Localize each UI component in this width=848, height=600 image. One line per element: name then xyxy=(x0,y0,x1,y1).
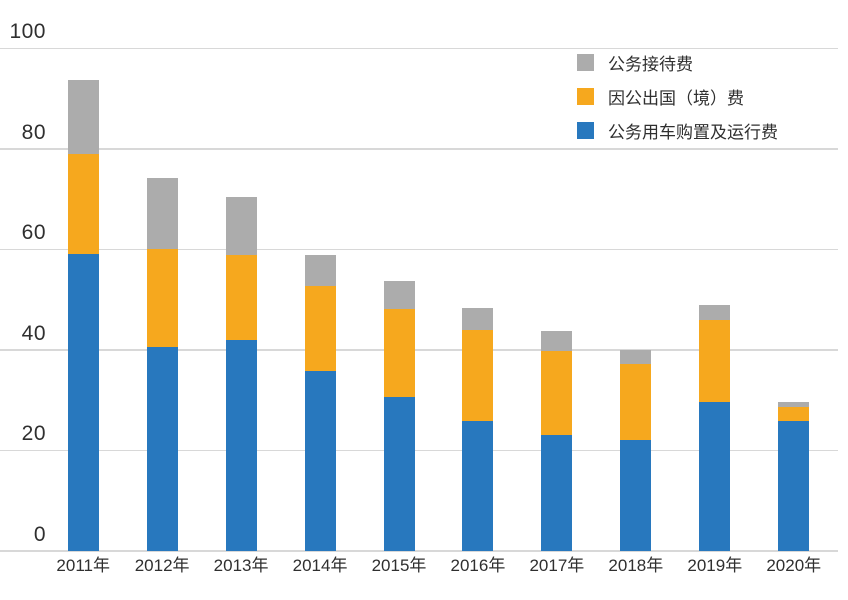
bar-segment-abroad xyxy=(225,255,257,340)
bar-segment-vehicle xyxy=(225,339,257,551)
bar-segment-abroad xyxy=(383,308,415,397)
legend-item: 公务接待费 xyxy=(577,45,778,79)
bar-segment-vehicle xyxy=(699,401,731,551)
gridline xyxy=(0,550,838,552)
bar-segment-vehicle xyxy=(462,421,494,551)
bar-segment-abroad xyxy=(462,329,494,422)
x-axis-tick-label: 2012年 xyxy=(134,556,190,575)
x-axis-tick-label: 2019年 xyxy=(687,556,743,575)
legend-item: 因公出国（境）费 xyxy=(577,79,778,113)
x-axis-tick-label: 2016年 xyxy=(450,556,506,575)
legend-label: 因公出国（境）费 xyxy=(608,88,744,108)
bar-segment-reception xyxy=(225,196,257,256)
bar-segment-vehicle xyxy=(67,253,99,551)
bar-segment-vehicle xyxy=(383,396,415,551)
bar-segment-vehicle xyxy=(620,439,652,551)
x-axis-tick-label: 2013年 xyxy=(213,556,269,575)
legend-item: 公务用车购置及运行费 xyxy=(577,113,778,147)
bar-segment-abroad xyxy=(541,350,573,435)
bar-segment-reception xyxy=(778,401,810,407)
bar-segment-reception xyxy=(541,331,573,351)
bar-segment-vehicle xyxy=(304,370,336,551)
bar-segment-abroad xyxy=(699,320,731,402)
bar-segment-abroad xyxy=(778,406,810,422)
bar-segment-reception xyxy=(699,305,731,321)
y-axis-tick-label: 60 xyxy=(21,221,46,245)
x-axis-tick-label: 2017年 xyxy=(529,556,585,575)
legend-swatch-icon xyxy=(577,53,594,71)
y-axis-tick-label: 20 xyxy=(21,422,46,446)
legend-swatch-icon xyxy=(577,87,594,105)
bar-segment-reception xyxy=(146,177,178,249)
bar-segment-abroad xyxy=(67,154,99,254)
x-axis-tick-label: 2020年 xyxy=(766,556,822,575)
bar-segment-reception xyxy=(304,255,336,287)
gridline xyxy=(0,47,838,50)
legend-label: 公务接待费 xyxy=(608,54,693,74)
x-axis-tick-label: 2018年 xyxy=(608,556,664,575)
gridline xyxy=(0,449,838,452)
legend-swatch-icon xyxy=(577,121,594,139)
bar-segment-reception xyxy=(383,280,415,309)
gridline xyxy=(0,349,838,351)
bar-segment-vehicle xyxy=(778,421,810,551)
bar-segment-abroad xyxy=(620,363,652,440)
y-axis-tick-label: 0 xyxy=(33,523,46,546)
bar-segment-vehicle xyxy=(541,434,573,551)
x-axis-tick-label: 2011年 xyxy=(56,556,110,575)
bar-segment-abroad xyxy=(304,286,336,371)
legend-label: 公务用车购置及运行费 xyxy=(608,122,778,142)
x-axis-tick-label: 2014年 xyxy=(292,556,348,575)
bar-segment-vehicle xyxy=(146,346,178,551)
bar-segment-reception xyxy=(620,350,652,364)
x-axis-tick-label: 2015年 xyxy=(371,556,427,575)
bar-segment-abroad xyxy=(146,248,178,347)
legend: 公务接待费因公出国（境）费公务用车购置及运行费 xyxy=(577,45,778,147)
y-axis-tick-label: 40 xyxy=(21,321,46,345)
gridline xyxy=(0,248,838,251)
bar-segment-reception xyxy=(462,308,494,330)
gridline xyxy=(0,148,838,150)
y-axis-tick-label: 80 xyxy=(21,120,46,144)
y-axis-tick-label: 100 xyxy=(9,20,46,44)
bar-segment-reception xyxy=(67,80,99,155)
